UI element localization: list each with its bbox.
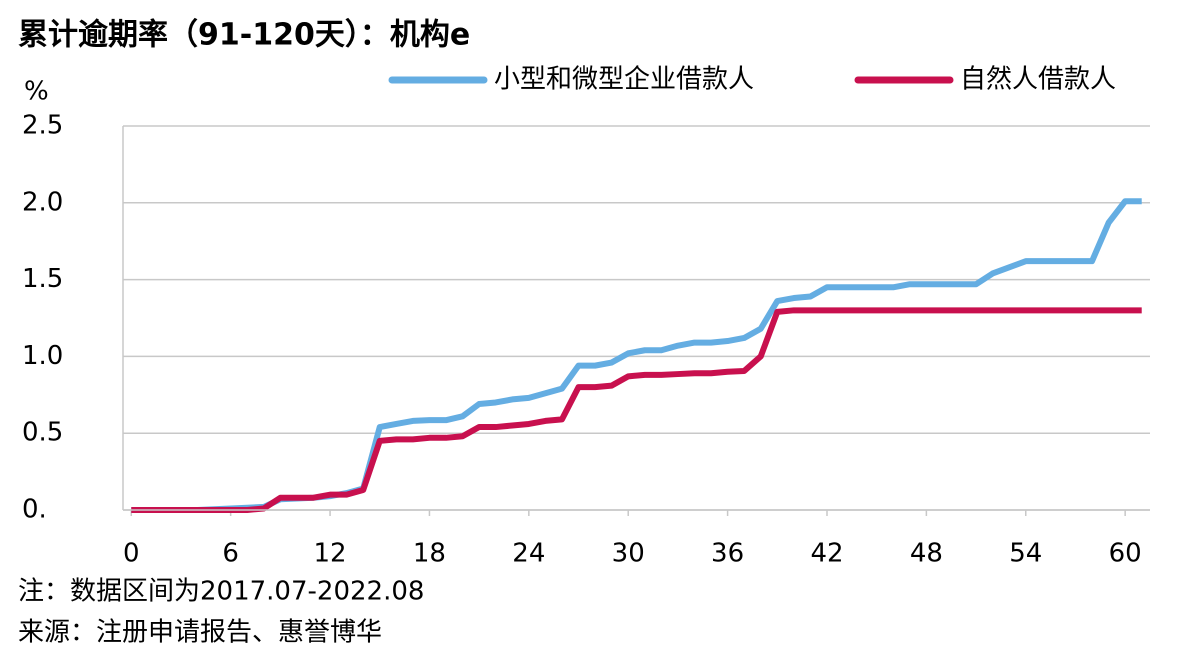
- x-tick-label: 0: [123, 539, 140, 569]
- series-line: [131, 307, 1142, 513]
- x-tick-label: 30: [612, 539, 645, 569]
- x-tick-label: 36: [711, 539, 744, 569]
- x-tick-label: 42: [810, 539, 843, 569]
- x-tick-label: 54: [1009, 539, 1042, 569]
- y-tick-label: 0.: [22, 495, 47, 525]
- y-tick-label: 0.5: [22, 418, 63, 448]
- chart-title: 累计逾期率（91-120天）：机构e: [18, 18, 470, 53]
- x-tick-label: 24: [512, 539, 545, 569]
- x-tick-label: 12: [314, 539, 347, 569]
- x-tick-label: 48: [910, 539, 943, 569]
- x-tick-label: 60: [1109, 539, 1142, 569]
- y-unit: %: [24, 77, 49, 107]
- x-tick-label: 18: [413, 539, 446, 569]
- y-tick-label: 2.0: [22, 187, 63, 217]
- legend-label: 小型和微型企业借款人: [494, 65, 754, 95]
- x-tick-label: 6: [222, 539, 239, 569]
- legend-label: 自然人借款人: [960, 65, 1116, 95]
- note: 注：数据区间为2017.07-2022.08: [18, 577, 424, 607]
- y-tick-label: 1.5: [22, 264, 63, 294]
- y-tick-label: 1.0: [22, 341, 63, 371]
- series-line: [131, 198, 1142, 513]
- note: 来源：注册申请报告、惠誉博华: [18, 618, 382, 648]
- y-tick-label: 2.5: [22, 111, 63, 141]
